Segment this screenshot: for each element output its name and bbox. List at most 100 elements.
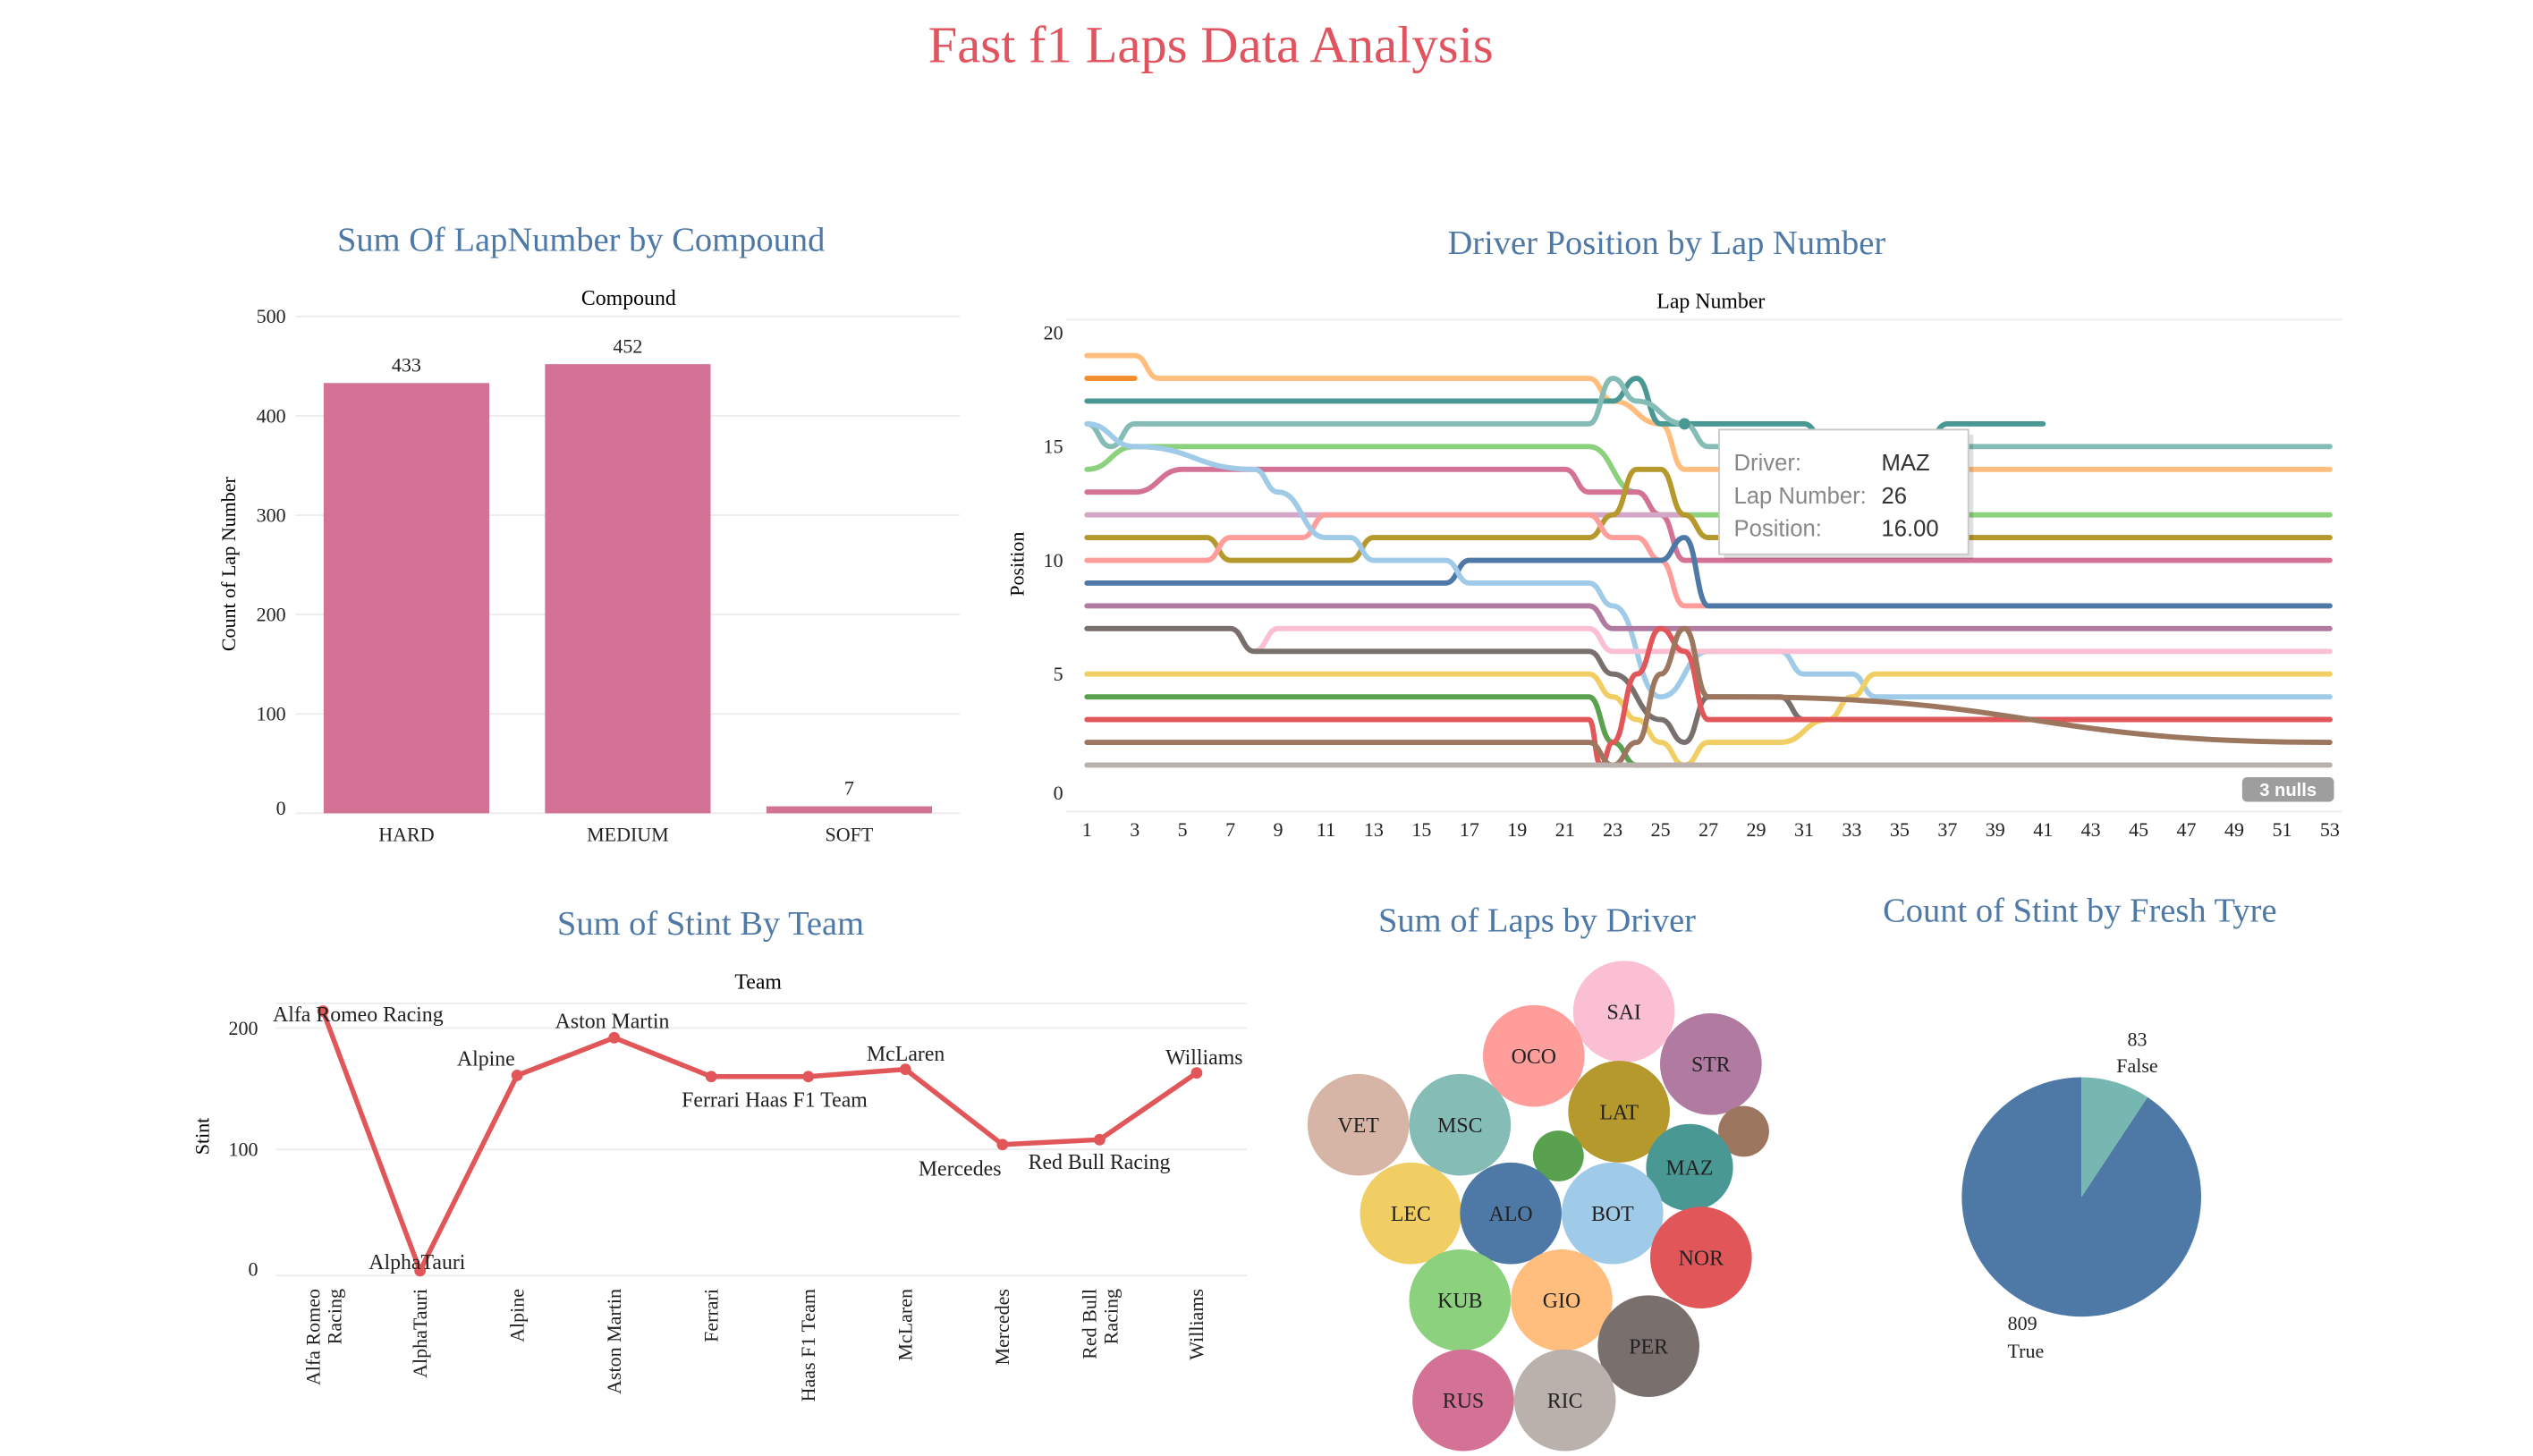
positions-x-tick-label: 39: [1986, 818, 2005, 841]
team-point-label: Alpine: [457, 1048, 515, 1071]
team-x-tick-label: Aston Martin: [603, 1289, 625, 1394]
tooltip-driver-label: Driver:: [1734, 451, 1802, 476]
driver-bubble: [1646, 1123, 1733, 1211]
driver-bubble: [1562, 1162, 1664, 1265]
positions-y-axis-label: Position: [1006, 532, 1029, 597]
driver-bubble-label: BOT: [1591, 1203, 1634, 1226]
team-y-tick-label: 0: [249, 1257, 258, 1280]
driver-bubble-label: ALO: [1489, 1203, 1533, 1226]
positions-x-tick-label: 53: [2320, 818, 2340, 841]
drivers-bubble-chart: SAI OCO STR VET MSC LAT MAZ LEC ALO BOT NOR KUB GIO P…: [1307, 961, 1769, 1452]
compound-data-label: 7: [844, 777, 854, 800]
compound-x-tick-label: MEDIUM: [587, 824, 669, 846]
team-point-label: AlphaTauri: [369, 1251, 466, 1274]
driver-bubble-label: OCO: [1512, 1045, 1556, 1069]
team-x-tick-label: AlphaTauri: [409, 1289, 431, 1378]
compound-bar-chart: 0 100 200 300 400 500 433 HARD 452 MEDIUM 7 SOFT: [257, 305, 961, 846]
driver-position-line: [1084, 671, 2333, 768]
team-stint-line: [320, 1010, 1199, 1274]
driver-bubble: [1483, 1004, 1585, 1107]
driver-bubble: [1568, 1061, 1670, 1163]
nulls-badge-label: 3 nulls: [2259, 781, 2317, 800]
compound-data-label: 433: [392, 353, 421, 376]
pie-false-value-label: 83: [2128, 1029, 2148, 1051]
fresh-tyre-pie-chart: 83 False 809 True: [1961, 1029, 2202, 1362]
team-stint-point: [705, 1071, 717, 1083]
driver-bubble: [1307, 1073, 1410, 1176]
driver-bubble: [1409, 1073, 1512, 1176]
compound-x-tick-label: SOFT: [826, 824, 874, 846]
positions-x-tick-label: 15: [1411, 818, 1431, 841]
positions-x-tick-label: 43: [2081, 818, 2101, 841]
compound-y-tick-label: 300: [257, 504, 286, 526]
compound-y-tick-label: 400: [257, 404, 286, 427]
driver-bubble-label: RUS: [1443, 1390, 1484, 1413]
fresh-tyre-chart-title: Count of Stint by Fresh Tyre: [1883, 892, 2276, 929]
positions-x-tick-label: 17: [1460, 818, 1479, 841]
driver-bubble: [1412, 1349, 1514, 1452]
driver-bubble: [1409, 1249, 1512, 1351]
team-point-label: Mercedes: [919, 1158, 1002, 1181]
driver-bubble: [1360, 1162, 1462, 1265]
team-point-label: Williams: [1165, 1046, 1242, 1070]
tooltip-highlight-point: [1678, 418, 1690, 430]
pie-true-label: True: [2007, 1340, 2044, 1362]
positions-x-tick-label: 33: [1842, 818, 1861, 841]
driver-bubble-label: NOR: [1679, 1247, 1724, 1270]
drivers-chart-title: Sum of Laps by Driver: [1378, 902, 1696, 939]
team-y-tick-label: 100: [229, 1139, 258, 1161]
tooltip-box: [1718, 428, 1970, 555]
pie-true-value-label: 809: [2008, 1312, 2037, 1334]
tooltip-position-label: Position:: [1734, 517, 1822, 542]
tooltip-driver-value: MAZ: [1882, 451, 1930, 476]
compound-y-tick-label: 200: [257, 603, 286, 625]
compound-data-label: 452: [613, 334, 642, 357]
driver-position-line: [1084, 535, 2333, 609]
driver-bubble-label: MAZ: [1666, 1157, 1714, 1181]
team-x-tick-label: Williams: [1185, 1289, 1207, 1360]
compound-y-tick-label: 100: [257, 703, 286, 725]
driver-bubble: [1513, 1349, 1616, 1452]
driver-bubble-label: MSC: [1437, 1114, 1482, 1138]
team-stint-point: [996, 1139, 1009, 1151]
tooltip-position-value: 16.00: [1882, 517, 1939, 542]
team-stint-point: [511, 1069, 523, 1081]
driver-position-line: [1084, 625, 2333, 655]
team-stint-point: [414, 1265, 427, 1277]
driver-bubble: [1532, 1130, 1584, 1181]
team-chart-title: Sum of Stint By Team: [557, 905, 864, 943]
team-stint-point: [1190, 1067, 1203, 1079]
team-stint-point: [1093, 1133, 1106, 1146]
driver-position-line: [1084, 625, 2333, 768]
team-x-tick-label: Mercedes: [991, 1289, 1013, 1366]
positions-y-tick-label: 15: [1044, 436, 1063, 458]
positions-x-tick-label: 21: [1555, 818, 1575, 841]
positions-x-tick-label: 41: [2033, 818, 2053, 841]
positions-chart-title: Driver Position by Lap Number: [1447, 224, 1885, 262]
compound-chart-title: Sum Of LapNumber by Compound: [337, 222, 825, 259]
driver-bubble: [1718, 1105, 1769, 1157]
positions-x-tick-label: 13: [1364, 818, 1384, 841]
driver-bubble-label: SAI: [1606, 1001, 1640, 1024]
team-x-tick-label: Racing: [1100, 1289, 1122, 1344]
driver-position-line: [1084, 376, 2333, 450]
positions-column-header: Lap Number: [1656, 291, 1765, 314]
driver-bubble: [1572, 961, 1675, 1062]
team-point-label: Aston Martin: [555, 1011, 670, 1034]
positions-x-tick-label: 49: [2224, 818, 2244, 841]
nulls-badge: [2241, 777, 2334, 802]
positions-x-tick-label: 37: [1937, 818, 1957, 841]
team-point-label: Alfa Romeo Racing: [273, 1003, 444, 1027]
team-x-tick-label: Alpine: [506, 1289, 529, 1342]
team-x-tick-label: Alfa Romeo: [301, 1289, 324, 1385]
compound-column-header: Compound: [581, 287, 676, 310]
driver-position-line: [1084, 466, 2333, 563]
fresh-tyre-pie-slice: [1961, 1077, 2202, 1317]
team-point-label: Ferrari Haas F1 Team: [682, 1089, 868, 1113]
compound-y-axis-label: Count of Lap Number: [217, 477, 240, 652]
positions-x-tick-label: 19: [1507, 818, 1527, 841]
driver-bubble: [1650, 1206, 1752, 1308]
positions-x-tick-label: 7: [1225, 818, 1235, 841]
